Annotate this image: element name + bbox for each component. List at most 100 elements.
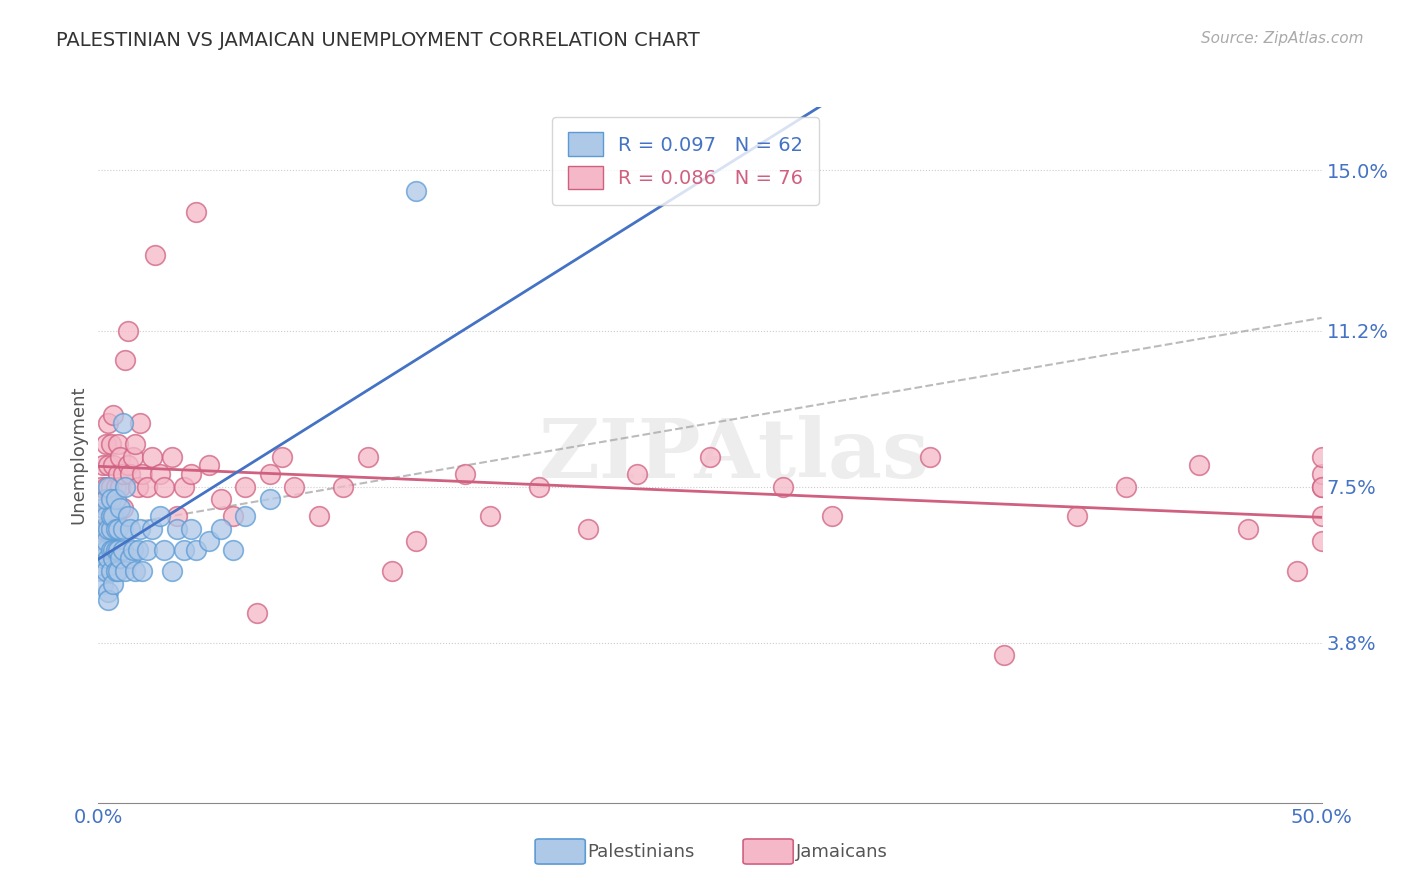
Point — [149, 509, 172, 524]
Point — [100, 542, 122, 557]
Point — [129, 522, 152, 536]
Point — [209, 522, 232, 536]
Point — [110, 450, 132, 464]
Point — [97, 458, 120, 473]
Point — [1188, 458, 1211, 473]
Point — [136, 479, 159, 493]
Point — [356, 450, 378, 464]
Point — [94, 542, 117, 557]
Point — [180, 467, 202, 481]
Point — [100, 479, 122, 493]
Point — [124, 564, 146, 578]
Point — [699, 450, 721, 464]
Point — [166, 509, 188, 524]
Point — [101, 542, 124, 557]
Point — [117, 458, 139, 473]
Point — [104, 492, 127, 507]
Point — [114, 353, 136, 368]
Point — [97, 479, 120, 493]
Point — [222, 509, 245, 524]
Point — [141, 450, 163, 464]
Point — [117, 324, 139, 338]
Point — [405, 185, 427, 199]
Point — [1310, 534, 1333, 549]
Point — [141, 522, 163, 536]
Point — [107, 522, 129, 536]
Point — [153, 542, 176, 557]
Point — [576, 522, 599, 536]
Point — [626, 467, 648, 481]
FancyBboxPatch shape — [536, 839, 585, 864]
Point — [94, 479, 117, 493]
Point — [1310, 509, 1333, 524]
Point — [107, 564, 129, 578]
Point — [104, 522, 127, 536]
Point — [993, 648, 1015, 663]
Point — [283, 479, 305, 493]
Point — [100, 564, 122, 578]
Point — [381, 564, 404, 578]
Point — [90, 479, 112, 493]
Point — [97, 522, 120, 536]
Text: Palestinians: Palestinians — [588, 843, 695, 861]
Text: PALESTINIAN VS JAMAICAN UNEMPLOYMENT CORRELATION CHART: PALESTINIAN VS JAMAICAN UNEMPLOYMENT COR… — [56, 31, 700, 50]
Legend: R = 0.097   N = 62, R = 0.086   N = 76: R = 0.097 N = 62, R = 0.086 N = 76 — [553, 117, 818, 205]
Text: Jamaicans: Jamaicans — [796, 843, 887, 861]
Point — [91, 522, 114, 536]
Point — [129, 417, 152, 431]
Point — [94, 437, 117, 451]
Point — [104, 479, 127, 493]
Point — [149, 467, 172, 481]
Point — [111, 417, 134, 431]
Point — [114, 479, 136, 493]
Point — [233, 479, 256, 493]
Point — [186, 205, 208, 219]
Point — [90, 522, 112, 536]
Point — [97, 593, 120, 607]
Point — [1115, 479, 1137, 493]
Point — [100, 492, 122, 507]
Point — [110, 479, 132, 493]
Point — [1286, 564, 1309, 578]
Point — [104, 509, 127, 524]
Point — [101, 408, 124, 422]
Point — [101, 458, 124, 473]
Point — [246, 606, 269, 620]
Point — [110, 551, 132, 566]
Point — [1310, 479, 1333, 493]
Point — [111, 522, 134, 536]
Point — [111, 542, 134, 557]
Point — [107, 437, 129, 451]
Point — [405, 534, 427, 549]
Point — [131, 564, 153, 578]
Point — [104, 564, 127, 578]
Point — [1310, 450, 1333, 464]
Point — [454, 467, 477, 481]
Point — [120, 467, 142, 481]
Point — [91, 500, 114, 515]
Point — [90, 542, 112, 557]
Text: ZIPAtlas: ZIPAtlas — [538, 415, 929, 495]
Point — [197, 458, 219, 473]
Point — [920, 450, 942, 464]
Point — [153, 479, 176, 493]
Point — [97, 551, 120, 566]
Point — [143, 247, 166, 261]
Point — [90, 564, 112, 578]
Point — [107, 467, 129, 481]
Point — [173, 542, 195, 557]
Point — [114, 564, 136, 578]
Point — [121, 542, 143, 557]
Point — [527, 479, 550, 493]
Point — [259, 492, 281, 507]
Point — [121, 450, 143, 464]
Point — [124, 437, 146, 451]
Point — [259, 467, 281, 481]
Point — [1237, 522, 1260, 536]
Point — [117, 509, 139, 524]
Point — [110, 500, 132, 515]
Point — [209, 492, 232, 507]
Point — [100, 522, 122, 536]
Text: Source: ZipAtlas.com: Source: ZipAtlas.com — [1201, 31, 1364, 46]
Point — [821, 509, 844, 524]
